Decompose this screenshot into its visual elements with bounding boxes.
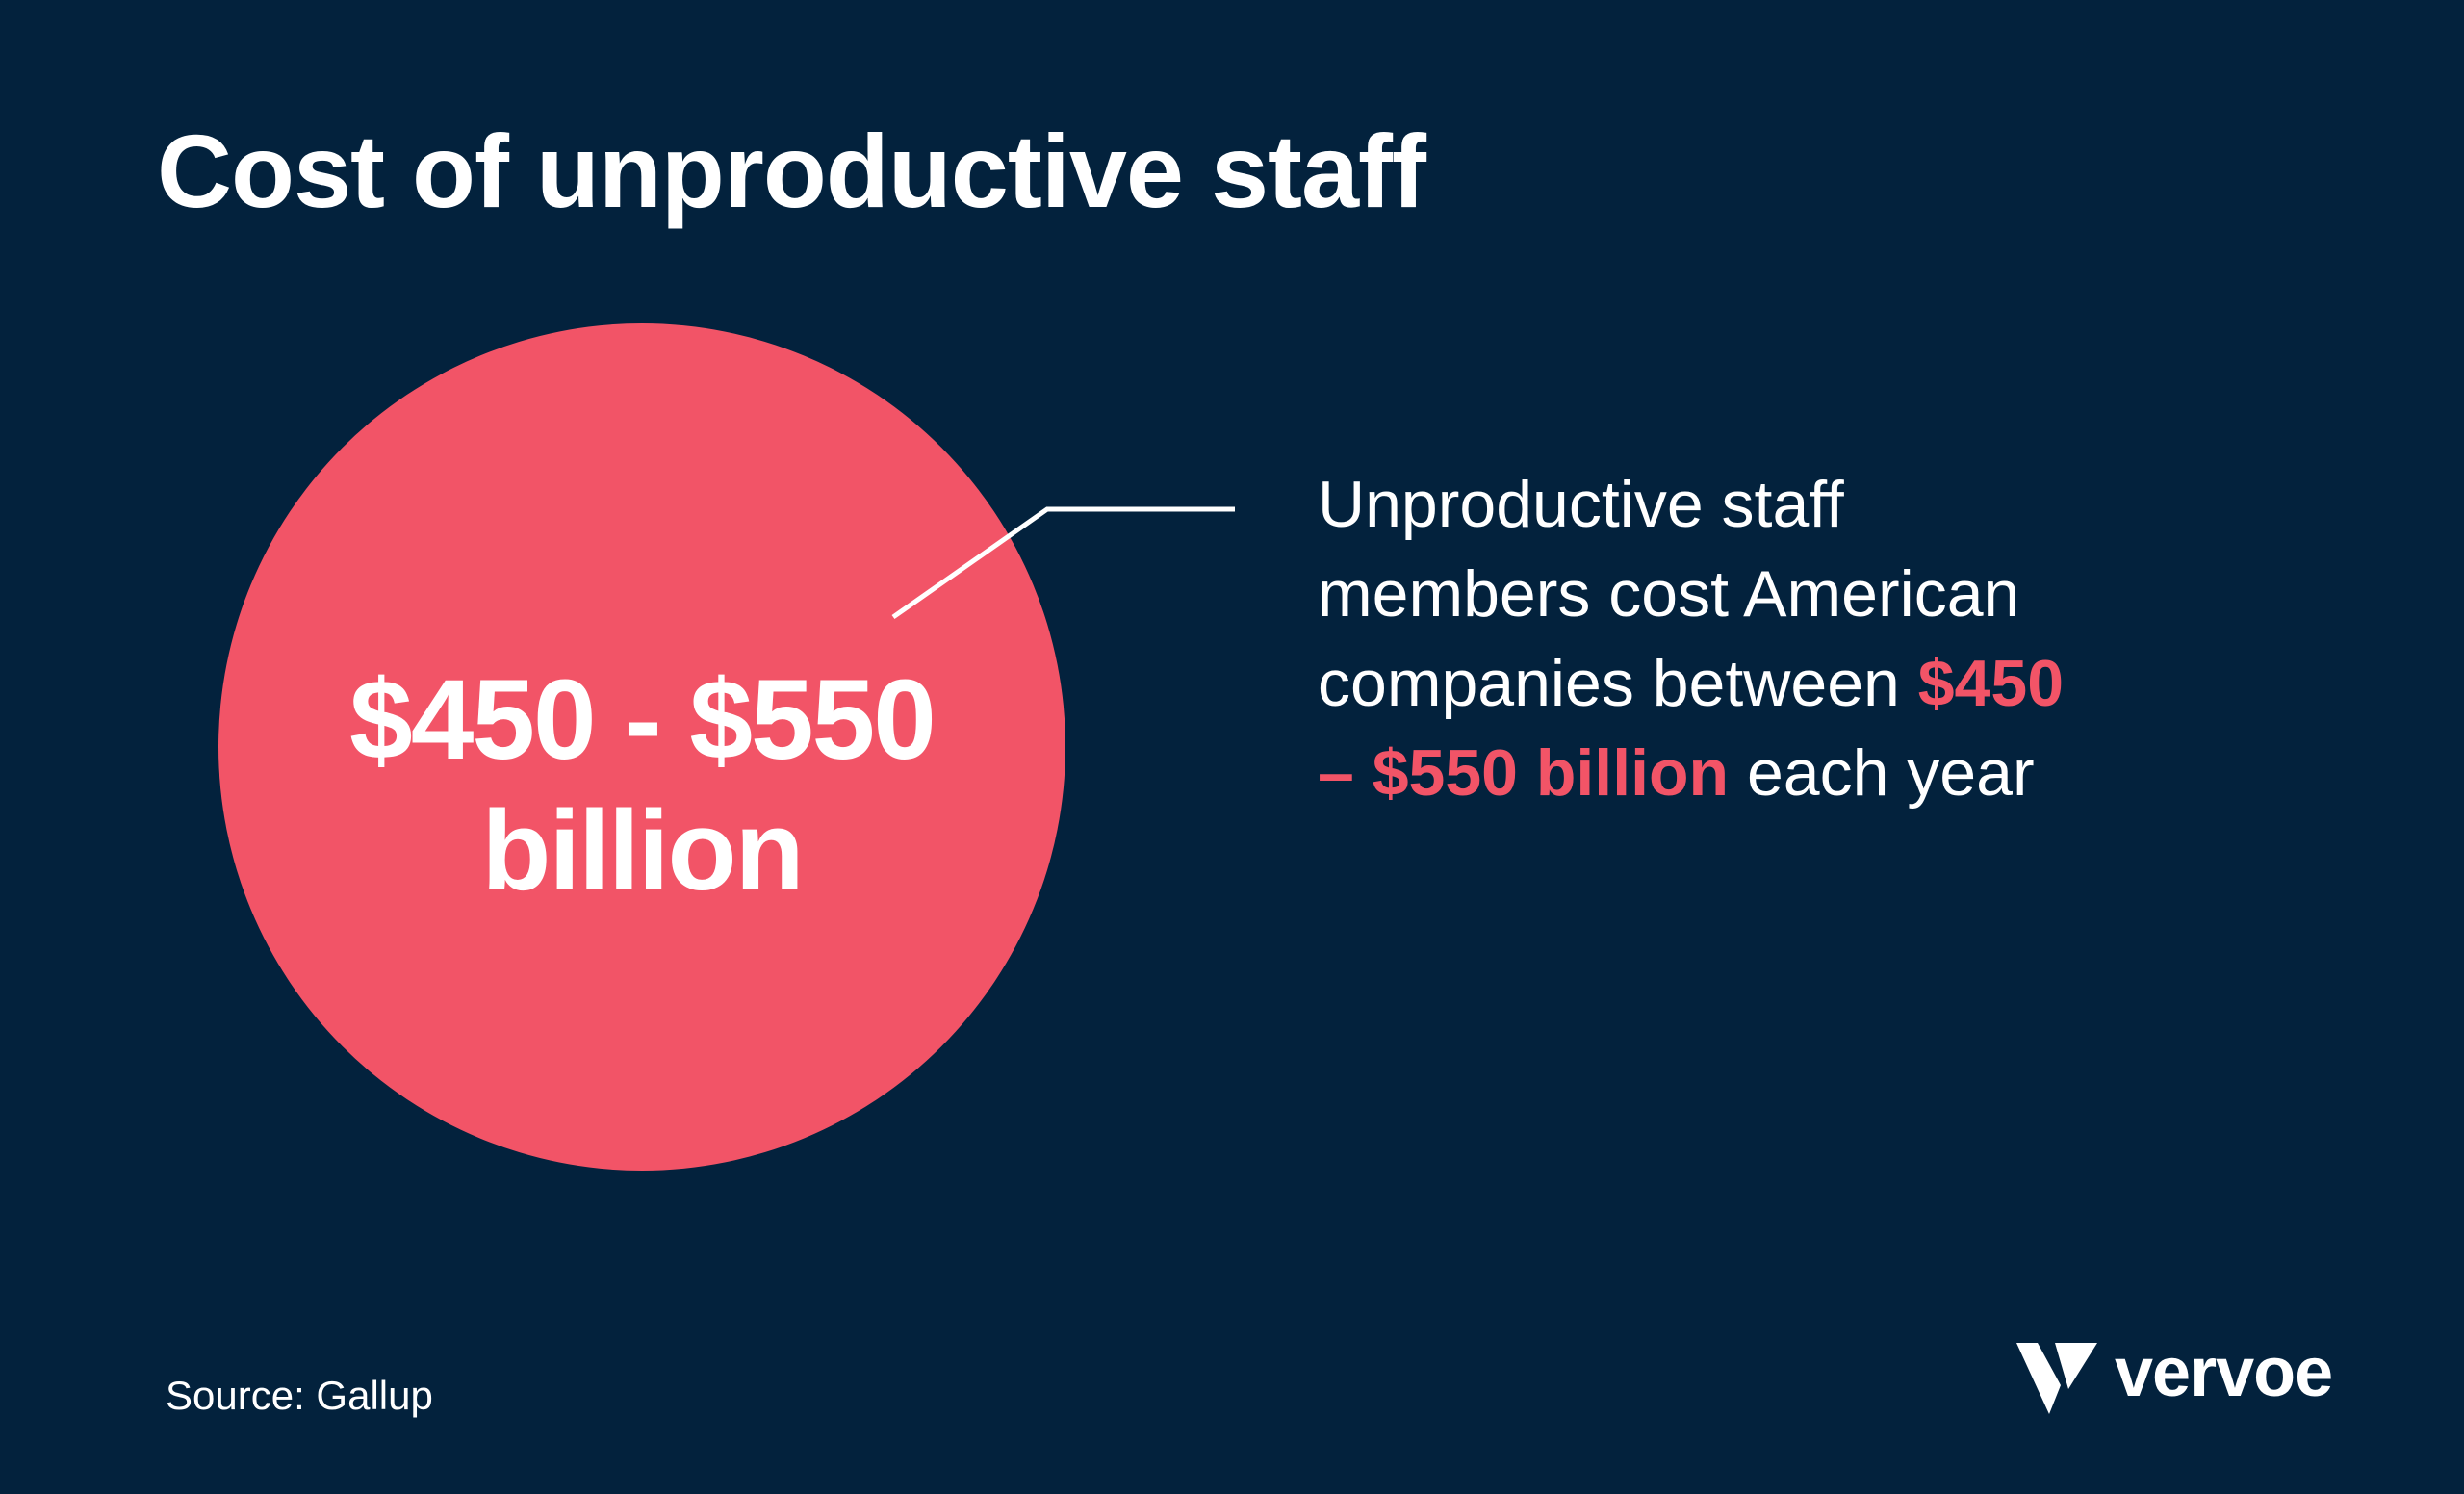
source-note: Source: Gallup [166,1373,433,1418]
description-highlight-amount-start: $450 [1917,647,2065,720]
circle-value-line-1: $450 - $550 [349,657,937,784]
description-line-4: – $550 billion each year [1318,729,2280,818]
highlight-circle [218,323,1065,1171]
description-highlight-amount-end: – $550 billion [1318,736,1730,810]
description-line-4-text: each year [1729,736,2035,810]
description-line-2: members cost American [1318,557,2020,631]
description-line-3: companies between $450 [1318,639,2280,729]
description-line-1: Unproductive staff [1318,468,1844,541]
circle-value-line-2: billion [481,787,804,914]
vervoe-logo: vervoe [2016,1334,2333,1417]
description-line-3-text: companies between [1318,647,1918,720]
circle-value: $450 - $550 billion [218,655,1065,916]
vervoe-v-mark-icon [2016,1343,2097,1414]
description-text: Unproductive staff members cost American… [1318,460,2280,818]
logo-wordmark: vervoe [2115,1334,2333,1411]
page-title: Cost of unproductive staff [157,113,1426,229]
